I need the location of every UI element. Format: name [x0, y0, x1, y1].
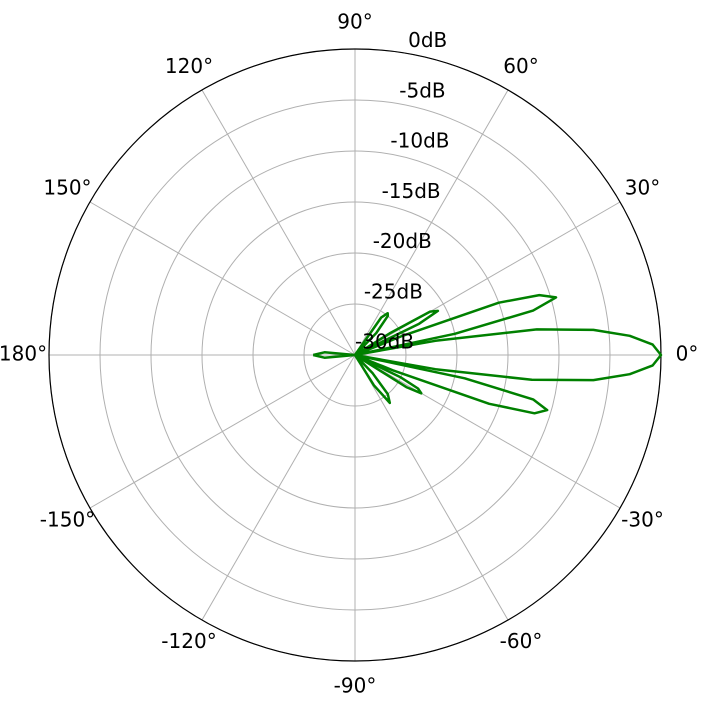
radial-tick-label: -25dB — [364, 279, 423, 303]
radial-grid-circle — [303, 303, 407, 407]
angle-tick-label: 0° — [676, 342, 699, 366]
angle-tick-label: 150° — [43, 176, 91, 200]
angle-tick-label: -120° — [161, 629, 216, 653]
angle-tick-label: 120° — [165, 54, 213, 78]
radial-tick-label: -5dB — [399, 78, 445, 102]
angle-tick-label: 30° — [625, 176, 660, 200]
radial-tick-label: -30dB — [355, 330, 414, 354]
angle-tick-label: 180° — [0, 342, 47, 366]
radial-grid-circle — [150, 150, 560, 560]
angle-tick-label: -150° — [40, 508, 95, 532]
angle-tick-label: -60° — [500, 629, 543, 653]
radial-grid-circle — [99, 99, 611, 611]
angle-tick-label: 90° — [337, 10, 372, 34]
radial-tick-label: -20dB — [373, 229, 432, 253]
angle-tick-label: -90° — [334, 674, 377, 698]
radial-tick-label: 0dB — [408, 28, 447, 52]
pattern-line — [312, 293, 663, 415]
radial-tick-label: -10dB — [390, 129, 449, 153]
radial-tick-label: -15dB — [382, 179, 441, 203]
radial-grid-circle — [201, 201, 509, 509]
angle-tick-label: 60° — [503, 54, 538, 78]
radial-grid-circle — [252, 252, 458, 458]
angle-tick-label: -30° — [621, 508, 664, 532]
